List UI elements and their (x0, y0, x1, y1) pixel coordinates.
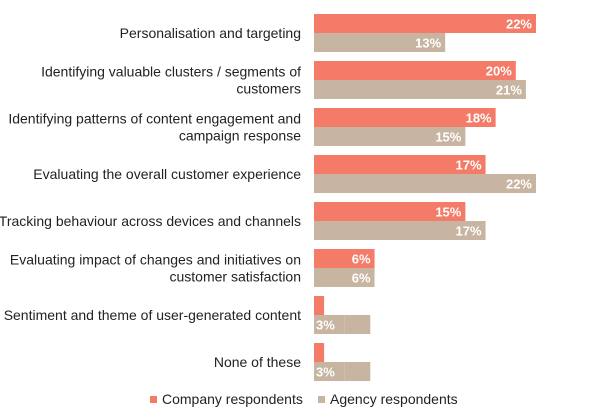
company-bar (314, 155, 486, 174)
agency-bar-label-box (344, 315, 371, 334)
value-label: 21% (496, 83, 522, 98)
company-bar (314, 296, 325, 315)
category-label: Tracking behaviour across devices and ch… (0, 213, 301, 229)
category-label: Personalisation and targeting (120, 25, 301, 41)
company-bar (314, 202, 466, 221)
category-label: Identifying patterns of content engageme… (8, 111, 301, 144)
value-label: 20% (486, 64, 512, 79)
value-label: 13% (415, 36, 441, 51)
legend-label-company: Company respondents (162, 391, 303, 407)
company-bar (314, 108, 496, 127)
agency-bar (314, 315, 345, 334)
category-label-line: Evaluating the overall customer experien… (33, 166, 301, 182)
agency-bar (314, 33, 446, 52)
category-label-line: customers (236, 81, 301, 97)
value-label: 18% (466, 111, 492, 126)
agency-bar (314, 362, 345, 381)
category-label: Evaluating the overall customer experien… (33, 166, 301, 182)
value-label: 15% (435, 205, 461, 220)
agency-bar (314, 127, 466, 146)
value-label: 6% (352, 252, 371, 267)
value-label: 22% (506, 177, 532, 192)
legend: Company respondents Agency respondents (150, 391, 458, 407)
value-label: 3% (316, 365, 335, 380)
agency-bar (314, 221, 486, 240)
category-label-line: Tracking behaviour across devices and ch… (0, 213, 301, 229)
category-label-line: campaign response (179, 128, 301, 144)
category-label-line: None of these (214, 354, 301, 370)
category-label-line: customer satisfaction (170, 269, 302, 285)
company-bar (314, 14, 536, 33)
category-label: Evaluating impact of changes and initiat… (10, 252, 301, 285)
legend-label-agency: Agency respondents (330, 391, 458, 407)
category-label-line: Personalisation and targeting (120, 25, 301, 41)
category-label-line: Sentiment and theme of user-generated co… (4, 307, 301, 323)
agency-bar (314, 80, 526, 99)
agency-bar (314, 174, 536, 193)
company-bar (314, 249, 375, 268)
value-label: 15% (435, 130, 461, 145)
value-label: 17% (456, 158, 482, 173)
bars: 22% 13% 20% 21% 18% 15% 17% 22% 15% 17% 6% 6% 1% 3% 1%… (314, 14, 536, 381)
category-label-line: Evaluating impact of changes and initiat… (10, 252, 301, 268)
agency-bar-label-box (344, 362, 371, 381)
category-label: Identifying valuable clusters / segments… (41, 64, 301, 97)
category-label: None of these (214, 354, 301, 370)
value-label: 1% (328, 346, 347, 361)
value-label: 3% (316, 318, 335, 333)
company-bar (314, 61, 516, 80)
category-label-line: Identifying patterns of content engageme… (8, 111, 301, 127)
category-label: Sentiment and theme of user-generated co… (4, 307, 301, 323)
value-label: 1% (328, 299, 347, 314)
value-label: 22% (506, 17, 532, 32)
category-label-line: Identifying valuable clusters / segments… (41, 64, 301, 80)
value-label: 17% (456, 224, 482, 239)
legend-swatch-company (150, 396, 157, 403)
legend-swatch-agency (318, 396, 325, 403)
category-labels: Personalisation and targeting Identifying… (0, 25, 301, 370)
value-label: 6% (352, 271, 371, 286)
company-bar (314, 343, 325, 362)
agency-bar (314, 268, 375, 287)
